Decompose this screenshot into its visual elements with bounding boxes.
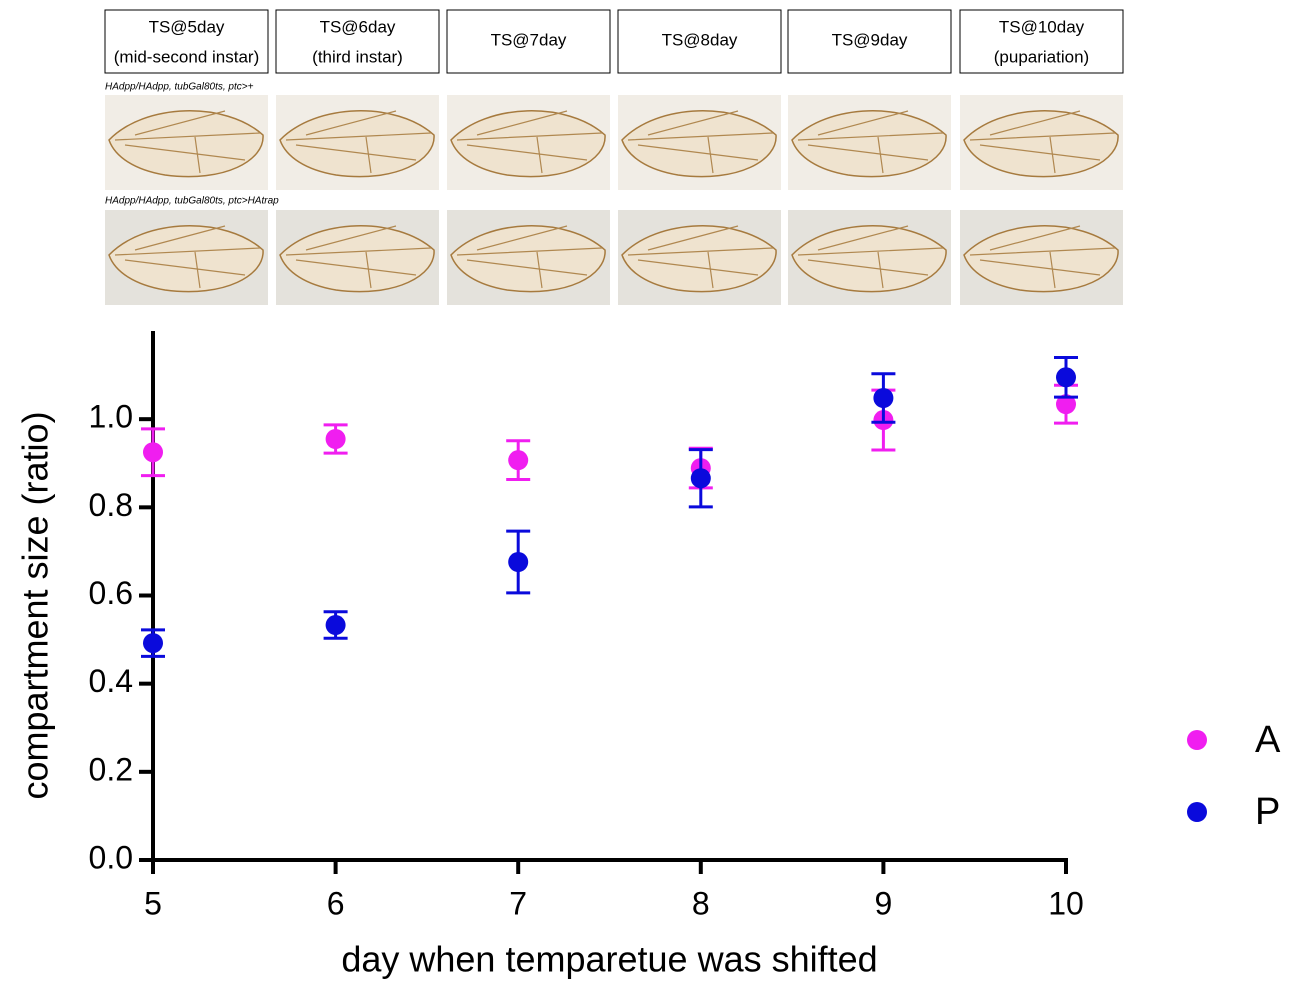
wing-veins: [797, 225, 944, 289]
y-tick-label: 0.2: [89, 751, 133, 787]
data-point: [1056, 367, 1076, 388]
panel-box: [446, 9, 611, 74]
wing: [621, 225, 777, 293]
panel-box: [617, 9, 782, 74]
wing-veins: [969, 225, 1116, 289]
data-point: [143, 442, 163, 463]
wing-veins: [627, 110, 774, 174]
legend-label: A: [1255, 719, 1281, 761]
legend-label: P: [1255, 791, 1280, 833]
y-tick-label: 0.0: [89, 839, 133, 875]
panel-box: [959, 9, 1124, 74]
panel-box: [275, 9, 440, 74]
panel-title: TS@9day: [832, 30, 908, 49]
data-point: [143, 633, 163, 654]
panel-subtitle: (third instar): [312, 47, 403, 66]
wing: [450, 110, 606, 178]
wing: [791, 225, 947, 293]
y-tick-label: 1.0: [89, 399, 133, 435]
legend-marker: [1187, 730, 1207, 750]
wing-veins: [456, 225, 603, 289]
wing: [621, 110, 777, 178]
panel-title: TS@5day: [149, 17, 225, 36]
y-axis-title: compartment size (ratio): [15, 411, 56, 799]
data-point: [508, 551, 529, 572]
data-point: [690, 468, 711, 489]
wing: [279, 225, 435, 293]
panel-box: [787, 9, 952, 74]
x-tick-label: 7: [509, 885, 527, 921]
wing: [108, 225, 264, 293]
row-label: HAdpp/HAdpp, tubGal80ts, ptc>HAtrap: [105, 196, 279, 207]
panel-title: TS@7day: [491, 30, 567, 49]
wing-veins: [285, 110, 432, 174]
wing-veins: [114, 110, 261, 174]
wing-veins: [627, 225, 774, 289]
wing-veins: [285, 225, 432, 289]
wing: [108, 110, 264, 178]
data-point: [325, 429, 346, 450]
wing-veins: [797, 110, 944, 174]
data-point: [508, 450, 529, 471]
y-tick-label: 0.6: [89, 575, 133, 611]
wing-veins: [969, 110, 1116, 174]
wing: [963, 225, 1119, 293]
panel-title: TS@8day: [662, 30, 738, 49]
wing: [279, 110, 435, 178]
panel-box: [104, 9, 269, 74]
data-point: [873, 388, 894, 409]
x-tick-label: 10: [1048, 885, 1084, 921]
data-point: [1056, 394, 1076, 415]
data-point: [325, 615, 346, 636]
wing: [963, 110, 1119, 178]
legend-marker: [1187, 802, 1207, 822]
x-tick-label: 6: [327, 885, 345, 921]
panel-title: TS@6day: [320, 17, 396, 36]
x-tick-label: 8: [692, 885, 710, 921]
panel-subtitle: (mid-second instar): [114, 47, 260, 66]
wing: [791, 110, 947, 178]
wing: [450, 225, 606, 293]
wing-veins: [456, 110, 603, 174]
row-label: HAdpp/HAdpp, tubGal80ts, ptc>+: [105, 82, 254, 93]
panel-subtitle: (pupariation): [994, 47, 1089, 66]
x-axis-title: day when temparetue was shifted: [341, 939, 877, 980]
y-tick-label: 0.4: [89, 663, 133, 699]
x-tick-label: 5: [144, 885, 162, 921]
x-tick-label: 9: [875, 885, 893, 921]
y-tick-label: 0.8: [89, 487, 133, 523]
panel-title: TS@10day: [999, 17, 1085, 36]
wing-veins: [114, 225, 261, 289]
